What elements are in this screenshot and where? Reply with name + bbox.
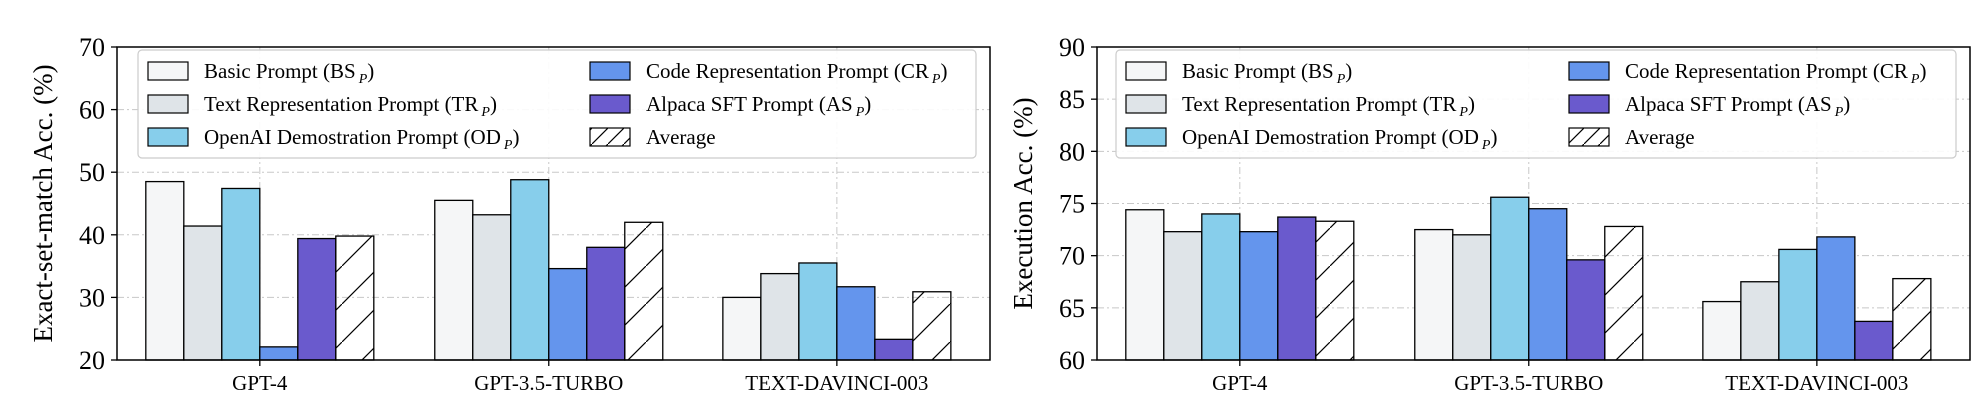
- y-tick-label: 70: [1059, 242, 1085, 271]
- legend-label: Code Representation Prompt (CR P): [646, 59, 947, 87]
- legend-swatch: [1568, 127, 1610, 147]
- y-tick-label: 65: [1059, 294, 1085, 323]
- legend-label: Average: [646, 125, 716, 149]
- x-tick-label: TEXT-DAVINCI-003: [745, 371, 928, 395]
- y-axis-label: Execution Acc. (%): [1008, 97, 1038, 309]
- legend-swatch: [1125, 61, 1167, 81]
- legend-swatch: [589, 127, 631, 147]
- legend-label: OpenAI Demostration Prompt (OD P): [204, 125, 519, 153]
- bar: [548, 267, 588, 361]
- legend-swatch: [1568, 94, 1610, 114]
- legend-swatch: [589, 94, 631, 114]
- bar: [335, 235, 375, 361]
- bar: [912, 291, 952, 361]
- bar: [760, 272, 800, 361]
- legend-swatch: [1568, 61, 1610, 81]
- legend-label: Alpaca SFT Prompt (AS P): [1625, 92, 1850, 120]
- legend-label: OpenAI Demostration Prompt (OD P): [1182, 125, 1497, 153]
- legend-swatch: [147, 61, 189, 81]
- y-tick-label: 60: [1059, 346, 1085, 375]
- bar: [836, 286, 876, 361]
- bar: [1277, 216, 1317, 361]
- y-tick-label: 75: [1059, 190, 1085, 219]
- y-tick-label: 70: [79, 33, 105, 62]
- legend-swatch: [1125, 127, 1167, 147]
- axes-frame: [116, 46, 991, 361]
- legend-label: Basic Prompt (BS P): [204, 59, 374, 87]
- legend-box: [1115, 49, 1957, 159]
- bar: [1315, 220, 1355, 361]
- bar: [1490, 196, 1530, 361]
- bar: [1604, 225, 1644, 361]
- bar: [434, 199, 474, 361]
- bar: [874, 338, 914, 361]
- legend-swatch: [147, 94, 189, 114]
- legend-label: Average: [1625, 125, 1695, 149]
- legend-label: Alpaca SFT Prompt (AS P): [646, 92, 871, 120]
- y-tick-label: 30: [79, 283, 105, 312]
- legend-swatch: [1125, 94, 1167, 114]
- panel-exact-set-match: 20 30 40 50 60 70 GPT-4 GPT-3.5-TURBO TEXT-DAVIN…: [28, 33, 991, 395]
- bar: [259, 346, 299, 361]
- y-tick-label: 40: [79, 221, 105, 250]
- legend-label: Text Representation Prompt (TR P): [1182, 92, 1475, 120]
- x-tick-label: GPT-4: [1212, 371, 1268, 395]
- y-tick-label: 85: [1059, 85, 1085, 114]
- bar: [1201, 213, 1241, 361]
- legend-box: [137, 49, 977, 159]
- bar: [145, 180, 185, 361]
- bar: [624, 221, 664, 361]
- bar: [798, 262, 838, 361]
- bar: [1892, 277, 1932, 361]
- legend-label: Basic Prompt (BS P): [1182, 59, 1352, 87]
- y-tick-label: 90: [1059, 33, 1085, 62]
- x-tick-label: GPT-4: [232, 371, 288, 395]
- bar: [1163, 231, 1203, 361]
- legend-swatch: [589, 61, 631, 81]
- bar: [183, 225, 223, 361]
- bar: [297, 237, 337, 361]
- bar: [722, 296, 762, 361]
- bar: [1816, 236, 1856, 361]
- x-tick-label: TEXT-DAVINCI-003: [1725, 371, 1908, 395]
- bar: [1528, 208, 1568, 361]
- x-tick-label: GPT-3.5-TURBO: [474, 371, 623, 395]
- legend-swatch: [147, 127, 189, 147]
- bar: [1854, 320, 1894, 361]
- bar: [510, 179, 550, 361]
- y-axis-label: Exact-set-match Acc. (%): [28, 64, 58, 342]
- bar: [1239, 231, 1279, 361]
- bar: [1566, 259, 1606, 361]
- bar: [1452, 234, 1492, 361]
- y-tick-label: 20: [79, 346, 105, 375]
- bar: [1414, 228, 1454, 361]
- y-tick-label: 50: [79, 158, 105, 187]
- y-tick-label: 60: [79, 96, 105, 125]
- bar: [1740, 281, 1780, 361]
- y-tick-label: 80: [1059, 137, 1085, 166]
- legend-label: Text Representation Prompt (TR P): [204, 92, 497, 120]
- bar: [1702, 300, 1742, 361]
- bar: [1778, 248, 1818, 361]
- x-tick-label: GPT-3.5-TURBO: [1454, 371, 1603, 395]
- legend-label: Code Representation Prompt (CR P): [1625, 59, 1926, 87]
- bar: [586, 246, 626, 361]
- bar: [1125, 209, 1165, 361]
- bar: [221, 187, 261, 361]
- bar: [472, 214, 512, 361]
- panel-execution-accuracy: 60 65 70 75 80 85 90 GPT-4 GPT-3.5-TURBO TEXT-DAV…: [1008, 33, 1971, 395]
